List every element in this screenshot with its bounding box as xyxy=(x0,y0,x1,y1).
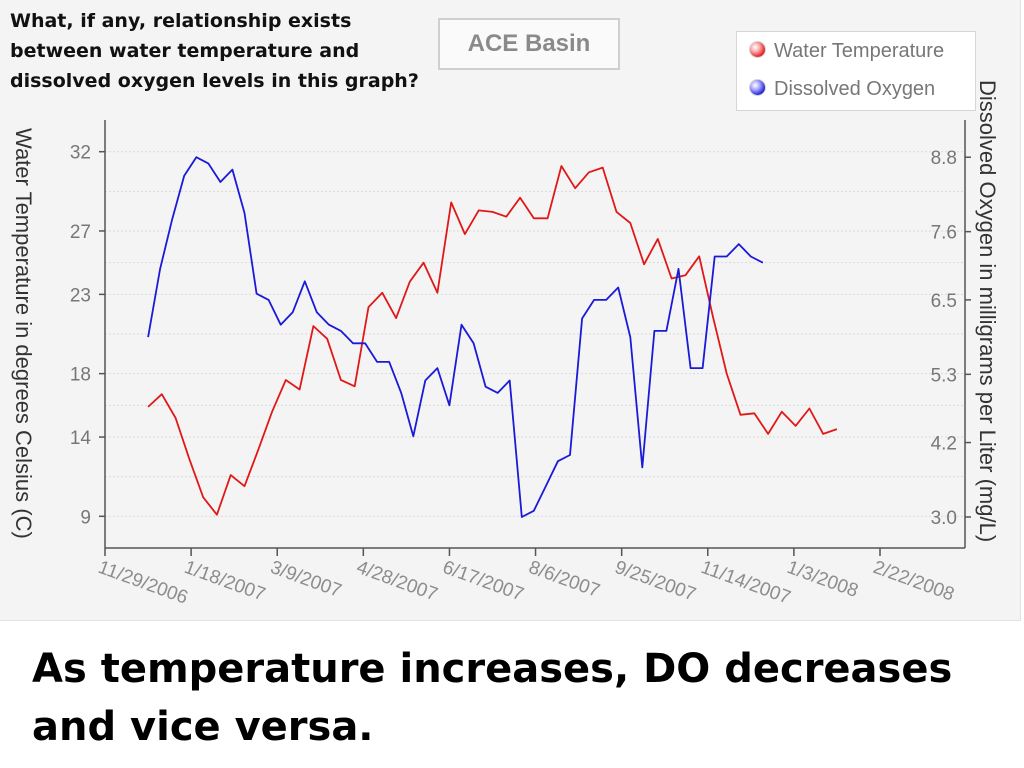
x-tick-label: 11/14/2007 xyxy=(698,557,793,609)
right-tick-label: 5.3 xyxy=(931,365,957,386)
right-tick-label: 8.8 xyxy=(931,148,957,169)
x-tick-label: 1/18/2007 xyxy=(181,557,268,606)
chart-title: ACE Basin xyxy=(467,30,591,57)
x-tick-label: 1/3/2008 xyxy=(784,557,861,602)
legend-item-temperature[interactable]: Water Temperature xyxy=(749,38,944,64)
x-tick-label: 6/17/2007 xyxy=(440,557,527,606)
legend-label-temperature: Water Temperature xyxy=(774,40,945,62)
legend-item-oxygen[interactable]: Dissolved Oxygen xyxy=(749,76,935,102)
right-tick-label: 3.0 xyxy=(931,508,957,529)
red-circle-icon xyxy=(749,41,766,59)
right-tick-label: 4.2 xyxy=(931,434,957,455)
left-axis-title: Water Temperature in degrees Celsius (C) xyxy=(11,128,36,539)
x-tick-label: 8/6/2007 xyxy=(526,557,603,602)
right-tick-label: 6.5 xyxy=(931,291,957,312)
left-tick-label: 23 xyxy=(70,285,91,306)
chart-title-box: ACE Basin xyxy=(438,18,620,70)
x-tick-label: 11/29/2006 xyxy=(95,557,190,609)
x-tick-label: 2/22/2008 xyxy=(870,557,957,606)
left-tick-label: 9 xyxy=(80,507,91,528)
series-line-temperature xyxy=(147,165,838,516)
right-axis-title: Dissolved Oxygen in milligrams per Liter… xyxy=(975,80,1000,542)
series-lines xyxy=(147,156,838,518)
series-line-oxygen xyxy=(147,156,764,518)
gridlines xyxy=(105,151,965,517)
question-text: What, if any, relationship exists betwee… xyxy=(10,10,419,92)
line-chart: 9 14 18 23 27 32 3.0 4.2 5.3 6.5 7.6 8.8 11/29/200… xyxy=(11,80,1000,609)
legend-label-oxygen: Dissolved Oxygen xyxy=(774,78,936,100)
left-axis-ticks: 9 14 18 23 27 32 xyxy=(70,143,105,528)
right-axis-ticks: 3.0 4.2 5.3 6.5 7.6 8.8 xyxy=(931,148,971,529)
conclusion-text: As temperature increases, DO decreases a… xyxy=(32,646,953,750)
right-tick-label: 7.6 xyxy=(931,223,957,244)
left-tick-label: 27 xyxy=(70,222,91,243)
legend: Water Temperature Dissolved Oxygen xyxy=(736,31,976,111)
left-tick-label: 18 xyxy=(70,365,91,386)
left-tick-label: 32 xyxy=(70,143,91,164)
x-tick-label: 9/25/2007 xyxy=(612,557,699,606)
x-tick-label: 3/9/2007 xyxy=(268,557,345,602)
blue-circle-icon xyxy=(749,79,766,97)
left-tick-label: 14 xyxy=(70,428,92,449)
x-tick-label: 4/28/2007 xyxy=(354,557,441,606)
